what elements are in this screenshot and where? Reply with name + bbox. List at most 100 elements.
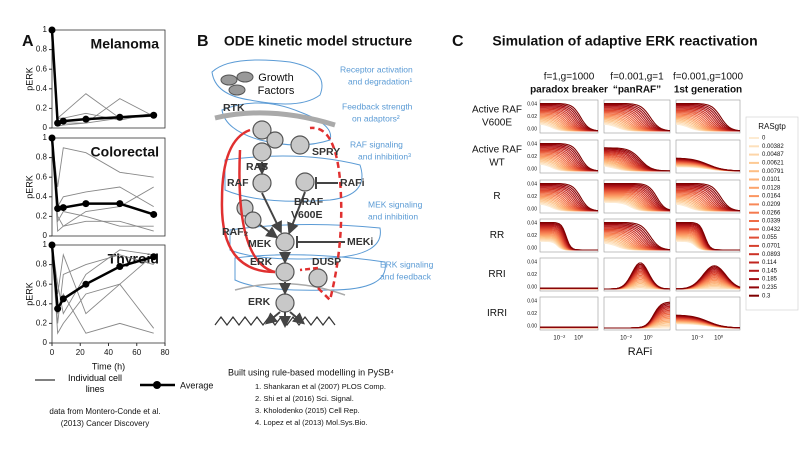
y-axis-label: pERK — [24, 282, 34, 306]
sim-curve — [676, 185, 741, 212]
legend-label: 0.114 — [762, 260, 777, 266]
average-line — [50, 137, 155, 216]
x-tick-label: 10⁻² — [553, 336, 565, 342]
y-tick-label: 0.00 — [527, 245, 537, 251]
sim-curve — [676, 102, 741, 132]
y-tick-label: 0.02 — [527, 194, 537, 200]
y-tick-label: 1 — [43, 240, 48, 249]
sim-curve — [604, 147, 671, 172]
y-tick-label: 0 — [43, 123, 48, 132]
y-tick-label: 0 — [43, 338, 48, 347]
legend-label: 0.0266 — [762, 210, 781, 216]
x-tick-label: 60 — [132, 348, 141, 357]
node-label: BRAF — [294, 196, 324, 208]
x-tick-label: 80 — [161, 348, 170, 357]
cell-line — [51, 137, 154, 233]
y-tick-label: 0.8 — [36, 45, 48, 54]
annotation: and inhibition — [368, 211, 418, 221]
sim-curve — [675, 314, 741, 329]
node-label: RAFi — [340, 177, 365, 189]
sim-curve — [604, 103, 671, 132]
legend-label: 0 — [762, 136, 766, 142]
y-tick-label: 0.2 — [36, 212, 48, 221]
sim-curve — [540, 103, 599, 132]
data-point — [116, 200, 124, 208]
panel-letter: A — [22, 33, 34, 50]
sim-curve — [604, 188, 671, 212]
data-point — [48, 134, 56, 142]
y-tick-label: 0.6 — [36, 279, 48, 288]
row-label: IRRI — [487, 308, 507, 319]
chart-title: Colorectal — [91, 144, 159, 160]
y-tick-label: 0 — [43, 231, 48, 240]
data-point — [59, 204, 67, 212]
data-point — [59, 295, 67, 303]
column-params: f=1,g=1000 — [544, 72, 595, 83]
data-point — [116, 113, 124, 121]
node-label: Growth — [258, 72, 293, 84]
sim-curve — [676, 103, 741, 132]
y-tick-label: 0.02 — [527, 154, 537, 160]
sim-curve — [540, 143, 599, 172]
row-label: R — [493, 191, 500, 202]
data-point — [54, 119, 62, 127]
sim-curve — [676, 183, 741, 212]
column-name: 1st generation — [674, 85, 742, 96]
data-point — [82, 200, 90, 208]
reference: 1. Shankaran et al (2007) PLOS Comp. — [255, 382, 386, 391]
y-tick-label: 0.00 — [527, 126, 537, 132]
y-tick-label: 0.00 — [527, 166, 537, 172]
model-diagram: Growth Factors RTK RAS SPRY RAF RAFi BRA… — [211, 59, 386, 328]
sim-curve — [676, 265, 741, 290]
y-tick-label: 0.00 — [527, 206, 537, 212]
sim-curve — [676, 186, 741, 212]
sim-curve — [540, 105, 599, 132]
legend-label: 0.235 — [762, 285, 778, 291]
node-label: ERK — [248, 296, 271, 308]
node-label: MEK — [248, 238, 272, 250]
panel-title: Simulation of adaptive ERK reactivation — [492, 33, 757, 49]
subplot-frame — [539, 257, 599, 292]
sim-curve — [540, 185, 599, 212]
data-point — [48, 241, 56, 249]
x-tick-label: 10⁰ — [574, 335, 584, 342]
data-point — [59, 117, 67, 125]
annotation: RAF signaling — [350, 139, 403, 149]
cell-line — [51, 244, 155, 335]
annotations: Receptor activation and degradation¹ Fee… — [340, 64, 434, 281]
footer: Built using rule-based modelling in PySB… — [228, 367, 394, 377]
sim-curve — [604, 182, 671, 211]
sim-curve — [540, 106, 599, 132]
node-label: V600E — [291, 209, 323, 221]
node-label: RTK — [223, 102, 245, 114]
y-tick-label: 0.04 — [527, 101, 537, 107]
sim-curve — [604, 262, 670, 290]
sim-curve — [604, 222, 671, 251]
legend-marker — [153, 381, 161, 389]
y-tick-label: 0.04 — [527, 298, 537, 304]
reference: 2. Shi et al (2016) Sci. Signal. — [255, 394, 354, 403]
y-tick-label: 0.2 — [36, 104, 48, 113]
legend-label: 0.0164 — [762, 194, 781, 200]
column-params: f=0.001,g=1000 — [673, 72, 744, 83]
data-point — [150, 210, 158, 218]
y-tick-label: 0.00 — [527, 323, 537, 329]
legend-label: Average — [180, 380, 213, 390]
sim-curve — [604, 102, 671, 132]
x-tick-label: 10⁰ — [643, 335, 653, 342]
sim-curve — [604, 224, 671, 251]
sim-curve — [676, 221, 740, 251]
y-tick-label: 0.02 — [527, 272, 537, 278]
column-name: paradox breaker — [530, 85, 608, 96]
y-tick-label: 1 — [43, 25, 48, 34]
average-line — [50, 29, 154, 125]
y-axis-label: pERK — [24, 175, 34, 199]
node-label: RAF — [227, 177, 249, 189]
y-tick-label: 1 — [43, 133, 48, 142]
y-tick-label: 0.4 — [36, 192, 48, 201]
annotation: Feedback strength — [342, 101, 413, 111]
row-label: RRI — [488, 269, 505, 280]
sim-curve — [540, 221, 598, 251]
x-axis-label: Time (h) — [92, 361, 125, 371]
